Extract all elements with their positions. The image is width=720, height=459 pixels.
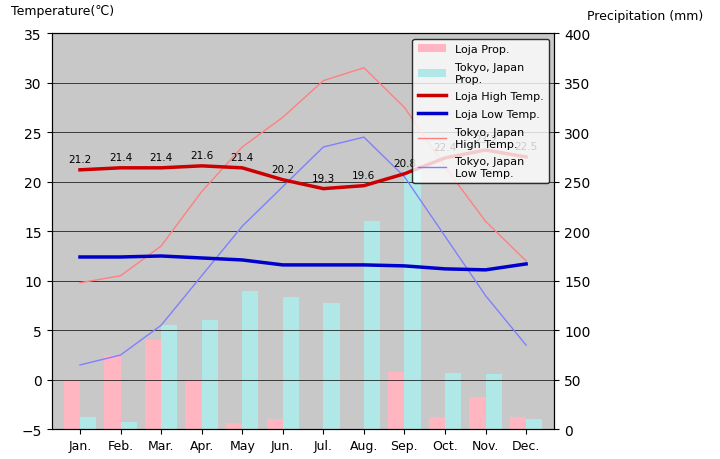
Text: 19.3: 19.3	[312, 174, 335, 183]
Text: 22.4: 22.4	[433, 143, 456, 153]
Text: 20.8: 20.8	[393, 158, 416, 168]
Bar	[226, 424, 242, 430]
Bar	[364, 222, 380, 430]
Text: 22.5: 22.5	[515, 142, 538, 151]
Bar	[161, 325, 177, 430]
Bar	[323, 303, 340, 430]
Bar	[266, 420, 283, 430]
Text: 21.4: 21.4	[109, 152, 132, 162]
Bar	[445, 373, 462, 430]
Bar	[104, 355, 120, 430]
Bar	[388, 372, 405, 430]
Text: 21.2: 21.2	[68, 155, 91, 164]
Text: 19.6: 19.6	[352, 170, 376, 180]
Bar	[202, 321, 218, 430]
Bar	[120, 422, 137, 430]
Bar	[145, 341, 161, 430]
Text: 20.2: 20.2	[271, 164, 294, 174]
Bar	[283, 297, 299, 430]
Bar	[64, 380, 80, 430]
Bar	[485, 374, 502, 430]
Legend: Loja Prop., Tokyo, Japan
Prop., Loja High Temp., Loja Low Temp., Tokyo, Japan
Hi: Loja Prop., Tokyo, Japan Prop., Loja Hig…	[413, 39, 549, 184]
Y-axis label: Precipitation (mm): Precipitation (mm)	[587, 10, 703, 23]
Text: 21.4: 21.4	[150, 152, 173, 162]
Bar	[242, 291, 258, 430]
Text: 21.6: 21.6	[190, 151, 213, 161]
Bar	[186, 380, 202, 430]
Text: Temperature(℃): Temperature(℃)	[12, 5, 114, 18]
Bar	[526, 420, 542, 430]
Text: 21.4: 21.4	[230, 152, 254, 162]
Text: 23.2: 23.2	[474, 135, 498, 145]
Bar	[348, 430, 364, 435]
Bar	[307, 430, 323, 435]
Bar	[405, 170, 420, 430]
Bar	[429, 418, 445, 430]
Bar	[469, 397, 485, 430]
Bar	[80, 418, 96, 430]
Bar	[510, 418, 526, 430]
